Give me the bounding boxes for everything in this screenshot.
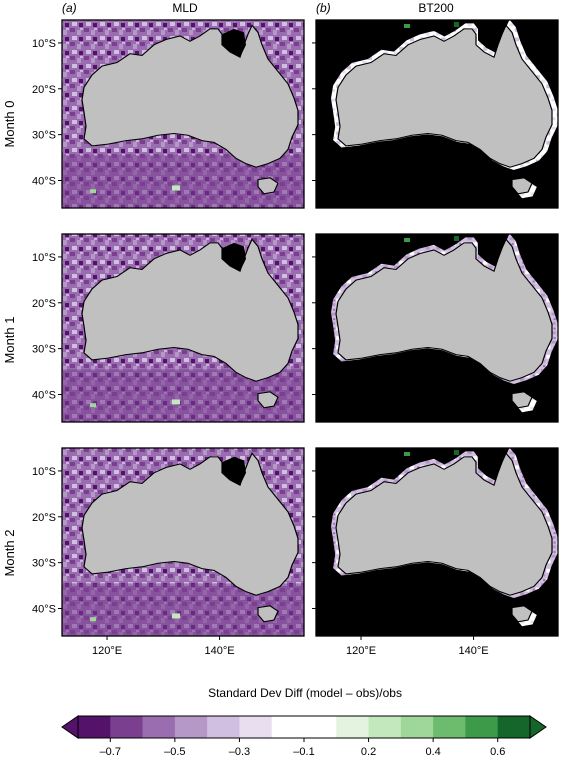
- bt200-positive-patch: [404, 238, 410, 242]
- mld-positive-patch: [90, 189, 96, 194]
- row-label-month-2: Month 2: [2, 530, 17, 577]
- mld-positive-patch: [90, 617, 96, 622]
- mld-positive-patch: [172, 613, 180, 619]
- lon-tick-label: 120°E: [346, 645, 376, 657]
- lat-tick-label: 10°S: [32, 252, 56, 264]
- lat-tick-label: 10°S: [32, 466, 56, 478]
- mld-positive-patch: [172, 185, 180, 191]
- lat-tick-label: 40°S: [32, 603, 56, 615]
- lon-tick-label: 120°E: [92, 645, 122, 657]
- colorbar-segment: [110, 716, 144, 738]
- lon-tick-label: 140°E: [459, 645, 489, 657]
- map-panel-bt200-month-2: [312, 447, 559, 640]
- lat-tick-label: 20°S: [32, 512, 56, 524]
- colorbar-segment: [400, 716, 434, 738]
- colorbar-segment: [497, 716, 531, 738]
- lat-tick-label: 20°S: [32, 298, 56, 310]
- panel-frame: [61, 447, 305, 637]
- longitude-tick-labels: 120°E 140°E 120°E 140°E: [92, 645, 489, 657]
- map-panel-mld-month-1: [58, 233, 305, 423]
- colorbar-upper-extension: [529, 715, 547, 739]
- latitude-tick-labels: 10°S 20°S 30°S 40°S 10°S 20°S 30°S 40°S 10°S 20°S…: [32, 38, 56, 616]
- bt200-positive-patch: [454, 450, 459, 455]
- bt200-positive-patch: [454, 22, 459, 27]
- lat-tick-label: 20°S: [32, 84, 56, 96]
- lat-tick-label: 10°S: [32, 38, 56, 50]
- panel-a-letter: (a): [62, 1, 77, 15]
- colorbar-tick-label: –0.7: [100, 746, 121, 758]
- lat-tick-label: 30°S: [32, 344, 56, 356]
- colorbar-tick-label: 0.2: [361, 746, 376, 758]
- panel-frame: [315, 447, 559, 637]
- colorbar-segment: [433, 716, 466, 738]
- colorbar-tick-label: –0.3: [229, 746, 250, 758]
- colorbar-title: Standard Dev Diff (model – obs)/obs: [208, 686, 402, 700]
- row-label-month-1: Month 1: [2, 317, 17, 364]
- colorbar-segment: [239, 716, 273, 738]
- panel-frame: [61, 19, 305, 209]
- colorbar-tick-label: –0.1: [293, 746, 314, 758]
- colorbar-segment: [207, 716, 240, 738]
- colorbar-tick-label: –0.5: [164, 746, 185, 758]
- row-label-month-0: Month 0: [2, 101, 17, 148]
- lon-tick-label: 140°E: [205, 645, 235, 657]
- colorbar-segment: [368, 716, 402, 738]
- panel-grid: [58, 19, 559, 640]
- colorbar-segment: [142, 716, 176, 738]
- colorbar-segment: [271, 716, 305, 738]
- mld-positive-patch: [90, 403, 96, 408]
- colorbar-segment: [304, 716, 337, 738]
- bt200-positive-patch: [404, 452, 410, 456]
- map-panel-bt200-month-1: [312, 233, 559, 423]
- panel-b-title: BT200: [418, 1, 454, 15]
- colorbar-lower-extension: [61, 715, 79, 739]
- lat-tick-label: 30°S: [32, 130, 56, 142]
- colorbar-segment: [465, 716, 499, 738]
- gulf-masked-area: [222, 28, 246, 58]
- panel-b-letter: (b): [316, 1, 331, 15]
- panel-a-title: MLD: [172, 1, 198, 15]
- map-panel-bt200-month-0: [312, 19, 559, 209]
- bt200-positive-patch: [454, 236, 459, 241]
- gulf-masked-area: [222, 456, 246, 486]
- lat-tick-label: 40°S: [32, 389, 56, 401]
- bt200-positive-patch: [404, 24, 410, 28]
- colorbar-tick-label: 0.4: [425, 746, 440, 758]
- colorbar: –0.7 –0.5 –0.3 –0.1 0.2 0.4 0.6: [61, 715, 547, 758]
- map-panel-mld-month-0: [58, 19, 305, 209]
- mld-positive-patch: [172, 399, 180, 405]
- map-panel-mld-month-2: [58, 447, 305, 640]
- panel-frame: [315, 19, 559, 209]
- panel-frame: [61, 233, 305, 423]
- colorbar-segment: [336, 716, 370, 738]
- colorbar-segment: [174, 716, 208, 738]
- panel-frame: [315, 233, 559, 423]
- lat-tick-label: 30°S: [32, 558, 56, 570]
- gulf-masked-area: [222, 242, 246, 272]
- lat-tick-label: 40°S: [32, 175, 56, 187]
- colorbar-segment: [78, 716, 111, 738]
- colorbar-tick-label: 0.6: [490, 746, 505, 758]
